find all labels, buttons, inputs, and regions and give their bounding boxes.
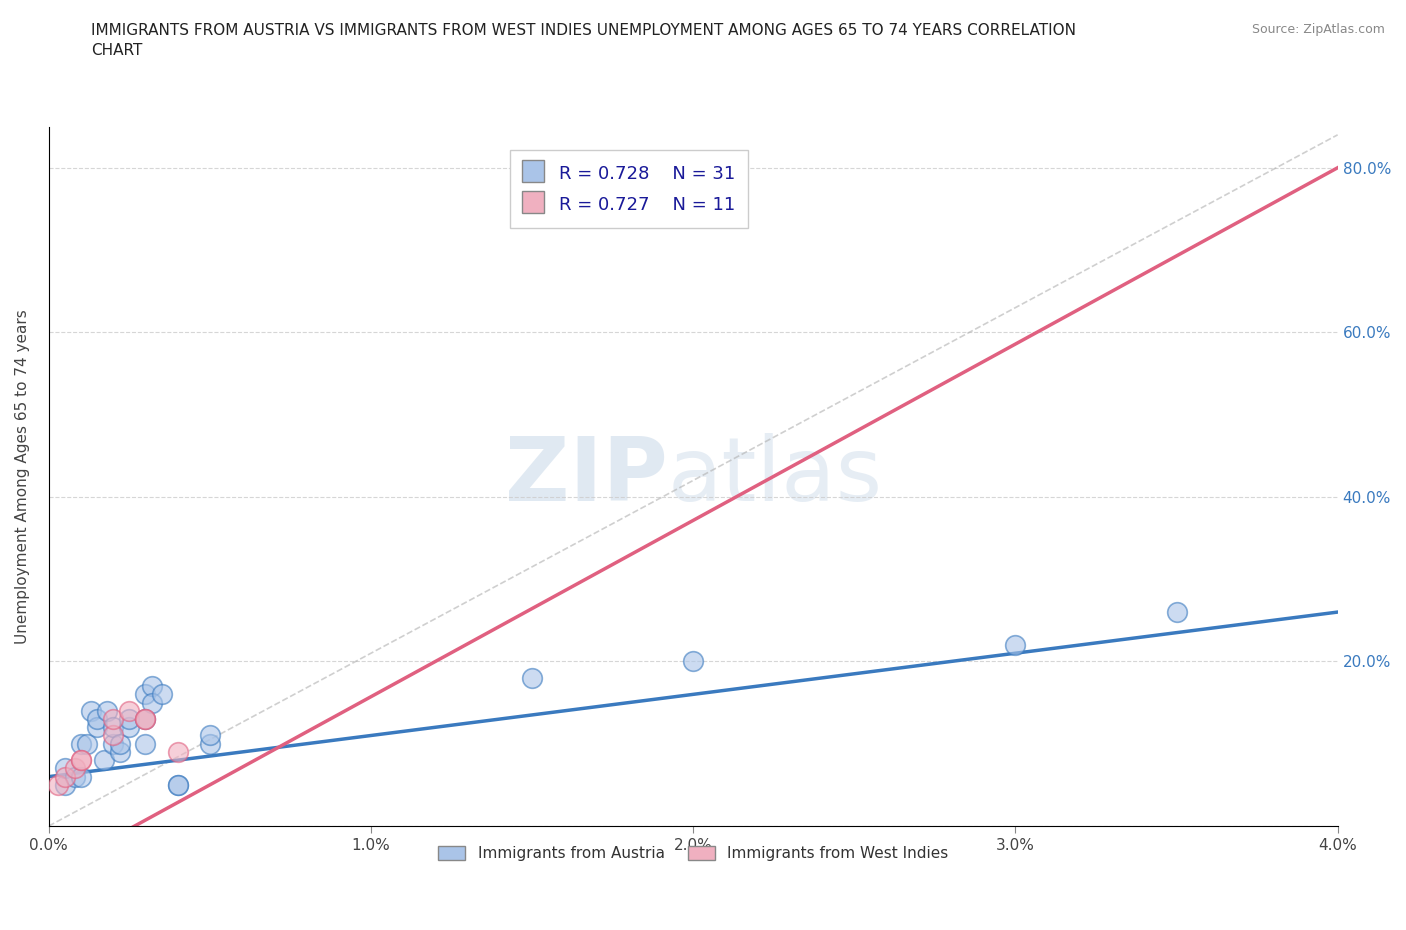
Point <box>93 752 115 767</box>
Point <box>166 777 188 792</box>
Point <box>70 752 93 767</box>
Point <box>682 654 704 669</box>
Point <box>108 737 131 751</box>
Point <box>166 777 188 792</box>
Point <box>48 777 70 792</box>
Point <box>150 687 173 702</box>
Y-axis label: Unemployment Among Ages 65 to 74 years: Unemployment Among Ages 65 to 74 years <box>15 309 30 644</box>
Point <box>198 737 221 751</box>
Point <box>103 728 125 743</box>
Point <box>103 737 125 751</box>
Point <box>96 703 118 718</box>
Text: Source: ZipAtlas.com: Source: ZipAtlas.com <box>1251 23 1385 36</box>
Point <box>63 769 86 784</box>
Legend: Immigrants from Austria, Immigrants from West Indies: Immigrants from Austria, Immigrants from… <box>432 840 955 868</box>
Point <box>70 752 93 767</box>
Point <box>70 769 93 784</box>
Point <box>103 711 125 726</box>
Point <box>118 703 141 718</box>
Point <box>118 711 141 726</box>
Point <box>141 679 163 694</box>
Point <box>53 761 76 776</box>
Point <box>134 737 156 751</box>
Point <box>103 720 125 735</box>
Point <box>166 745 188 760</box>
Point <box>198 728 221 743</box>
Text: atlas: atlas <box>668 432 883 520</box>
Point <box>134 711 156 726</box>
Point <box>70 737 93 751</box>
Point <box>108 745 131 760</box>
Point <box>141 695 163 710</box>
Point <box>134 711 156 726</box>
Point <box>1166 604 1188 619</box>
Point <box>53 769 76 784</box>
Point <box>79 703 101 718</box>
Point <box>86 711 108 726</box>
Text: ZIP: ZIP <box>505 432 668 520</box>
Point <box>520 671 543 685</box>
Point <box>1004 638 1026 653</box>
Point <box>86 720 108 735</box>
Point <box>53 777 76 792</box>
Point <box>134 687 156 702</box>
Point <box>63 761 86 776</box>
Point <box>118 720 141 735</box>
Point <box>134 711 156 726</box>
Text: IMMIGRANTS FROM AUSTRIA VS IMMIGRANTS FROM WEST INDIES UNEMPLOYMENT AMONG AGES 6: IMMIGRANTS FROM AUSTRIA VS IMMIGRANTS FR… <box>91 23 1077 58</box>
Point <box>76 737 98 751</box>
